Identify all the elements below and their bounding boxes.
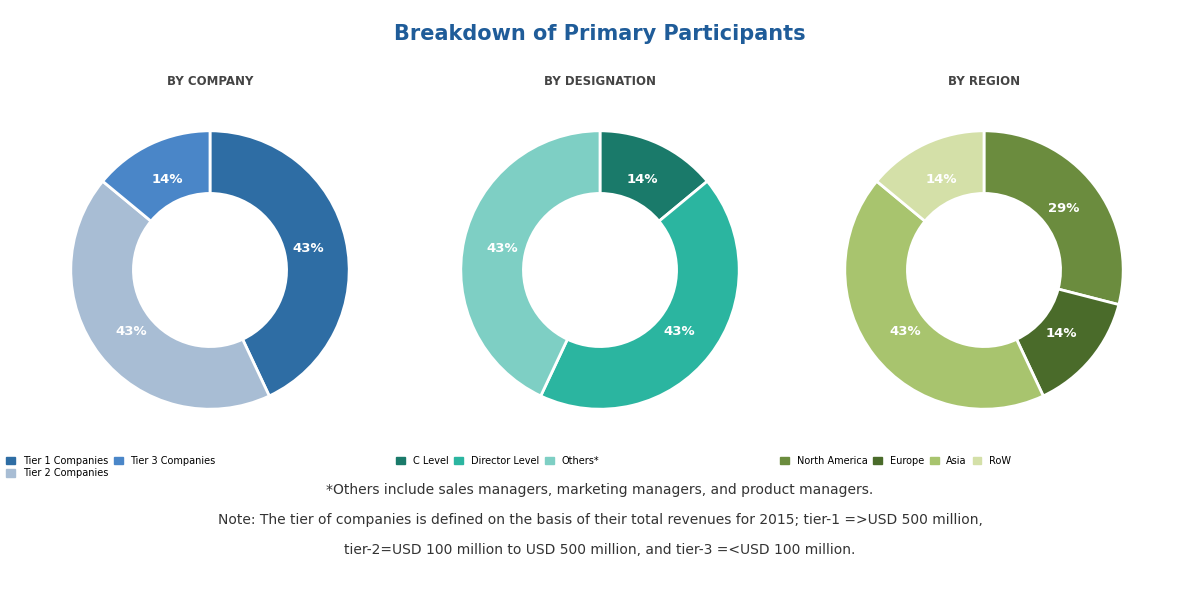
Wedge shape [461, 131, 600, 396]
Wedge shape [541, 181, 739, 409]
Legend: C Level, Director Level, Others*: C Level, Director Level, Others* [396, 456, 599, 466]
Text: Breakdown of Primary Participants: Breakdown of Primary Participants [394, 24, 806, 44]
Text: 43%: 43% [115, 325, 146, 338]
Wedge shape [210, 131, 349, 396]
Text: 43%: 43% [889, 325, 920, 338]
Legend: Tier 1 Companies, Tier 2 Companies, Tier 3 Companies: Tier 1 Companies, Tier 2 Companies, Tier… [6, 456, 216, 478]
Wedge shape [71, 181, 269, 409]
Text: 43%: 43% [486, 242, 518, 254]
Legend: North America, Europe, Asia, RoW: North America, Europe, Asia, RoW [780, 456, 1012, 466]
Text: 14%: 14% [626, 173, 659, 186]
Text: 29%: 29% [1048, 202, 1079, 215]
Wedge shape [845, 181, 1043, 409]
Text: 43%: 43% [664, 325, 695, 338]
Wedge shape [1016, 289, 1118, 396]
Wedge shape [103, 131, 210, 221]
Wedge shape [984, 131, 1123, 305]
Title: BY DESIGNATION: BY DESIGNATION [544, 75, 656, 88]
Text: *Others include sales managers, marketing managers, and product managers.: *Others include sales managers, marketin… [326, 483, 874, 497]
Text: Note: The tier of companies is defined on the basis of their total revenues for : Note: The tier of companies is defined o… [217, 513, 983, 527]
Text: 14%: 14% [1045, 328, 1076, 340]
Title: BY COMPANY: BY COMPANY [167, 75, 253, 88]
Title: BY REGION: BY REGION [948, 75, 1020, 88]
Text: tier-2=USD 100 million to USD 500 million, and tier-3 =<USD 100 million.: tier-2=USD 100 million to USD 500 millio… [344, 543, 856, 557]
Text: 43%: 43% [292, 242, 324, 254]
Wedge shape [600, 131, 707, 221]
Wedge shape [877, 131, 984, 221]
Text: 14%: 14% [151, 173, 184, 186]
Text: 14%: 14% [925, 173, 958, 186]
